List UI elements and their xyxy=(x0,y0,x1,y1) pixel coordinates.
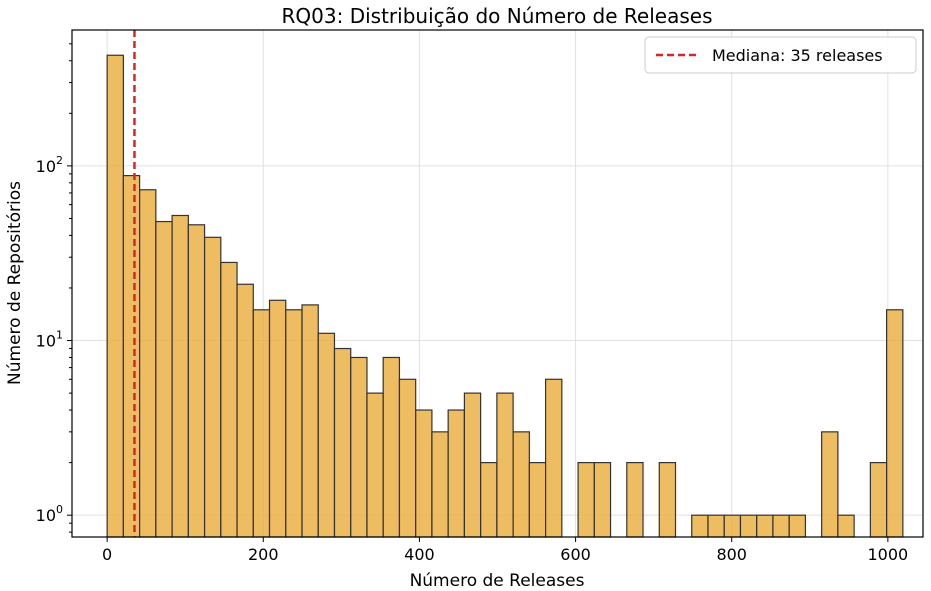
x-tick-label: 0 xyxy=(102,545,112,564)
legend-median-label: Mediana: 35 releases xyxy=(712,46,883,65)
x-axis-ticks: 0 200 400 600 800 1000 xyxy=(102,537,908,564)
histogram-bar xyxy=(544,378,563,538)
histogram-bar xyxy=(739,514,758,538)
histogram-bar xyxy=(463,392,482,538)
histogram-bar xyxy=(496,392,514,538)
histogram-bar xyxy=(382,356,401,538)
x-tick-label: 200 xyxy=(248,545,279,564)
histogram-bar xyxy=(447,409,465,538)
plot-frame xyxy=(71,29,924,538)
y-tick-label: 100 xyxy=(36,503,63,525)
histogram-bar xyxy=(236,283,254,538)
histogram-bar xyxy=(187,224,206,538)
y-axis-label: Número de Repositórios xyxy=(5,181,25,385)
histogram-bar xyxy=(171,214,189,538)
histogram-bar xyxy=(512,431,530,538)
chart-title: RQ03: Distribuição do Número de Releases xyxy=(282,4,713,28)
y-tick-label: 102 xyxy=(36,154,63,176)
legend: Mediana: 35 releases xyxy=(644,36,917,74)
histogram-bar xyxy=(398,378,417,538)
histogram-bar xyxy=(837,514,855,538)
x-tick-label: 1000 xyxy=(868,545,909,564)
histogram-bar xyxy=(139,189,157,538)
histogram-bar xyxy=(788,514,807,538)
histogram-bar xyxy=(658,462,677,538)
x-axis-label: Número de Releases xyxy=(410,571,585,591)
histogram-bar xyxy=(593,462,612,538)
histogram-bar xyxy=(756,514,774,538)
histogram-bar xyxy=(122,174,141,538)
y-axis-ticks: 100 101 102 xyxy=(36,43,72,533)
histogram-bar xyxy=(626,462,644,538)
histogram-bar xyxy=(317,332,336,538)
histogram-bar xyxy=(577,462,595,538)
histogram-bar xyxy=(155,220,173,538)
histogram-bar xyxy=(220,261,238,538)
histogram-bar xyxy=(301,304,319,538)
histogram-bar xyxy=(350,356,368,538)
histogram-bar xyxy=(366,392,384,538)
histogram-bar xyxy=(415,409,433,538)
x-tick-label: 400 xyxy=(404,545,435,564)
histogram-bar xyxy=(772,514,790,538)
histogram-bar xyxy=(480,462,498,538)
y-tick-label: 101 xyxy=(36,329,63,351)
histogram-bar xyxy=(821,431,839,538)
histogram-bars xyxy=(106,54,904,538)
histogram-bar xyxy=(886,309,904,538)
histogram-bar xyxy=(528,462,547,538)
histogram-bar xyxy=(285,309,303,538)
histogram-bar xyxy=(691,514,709,538)
x-tick-label: 600 xyxy=(560,545,591,564)
histogram-bar xyxy=(431,431,449,538)
histogram-bar xyxy=(869,462,888,538)
x-tick-label: 800 xyxy=(716,545,747,564)
histogram-bar xyxy=(723,514,742,538)
histogram-bar xyxy=(707,514,725,538)
histogram-bar xyxy=(268,299,287,538)
histogram-bar xyxy=(252,309,271,538)
legend-box xyxy=(644,36,917,74)
histogram-bar xyxy=(333,347,352,538)
histogram-bar xyxy=(203,236,222,538)
histogram-bar xyxy=(106,54,124,538)
